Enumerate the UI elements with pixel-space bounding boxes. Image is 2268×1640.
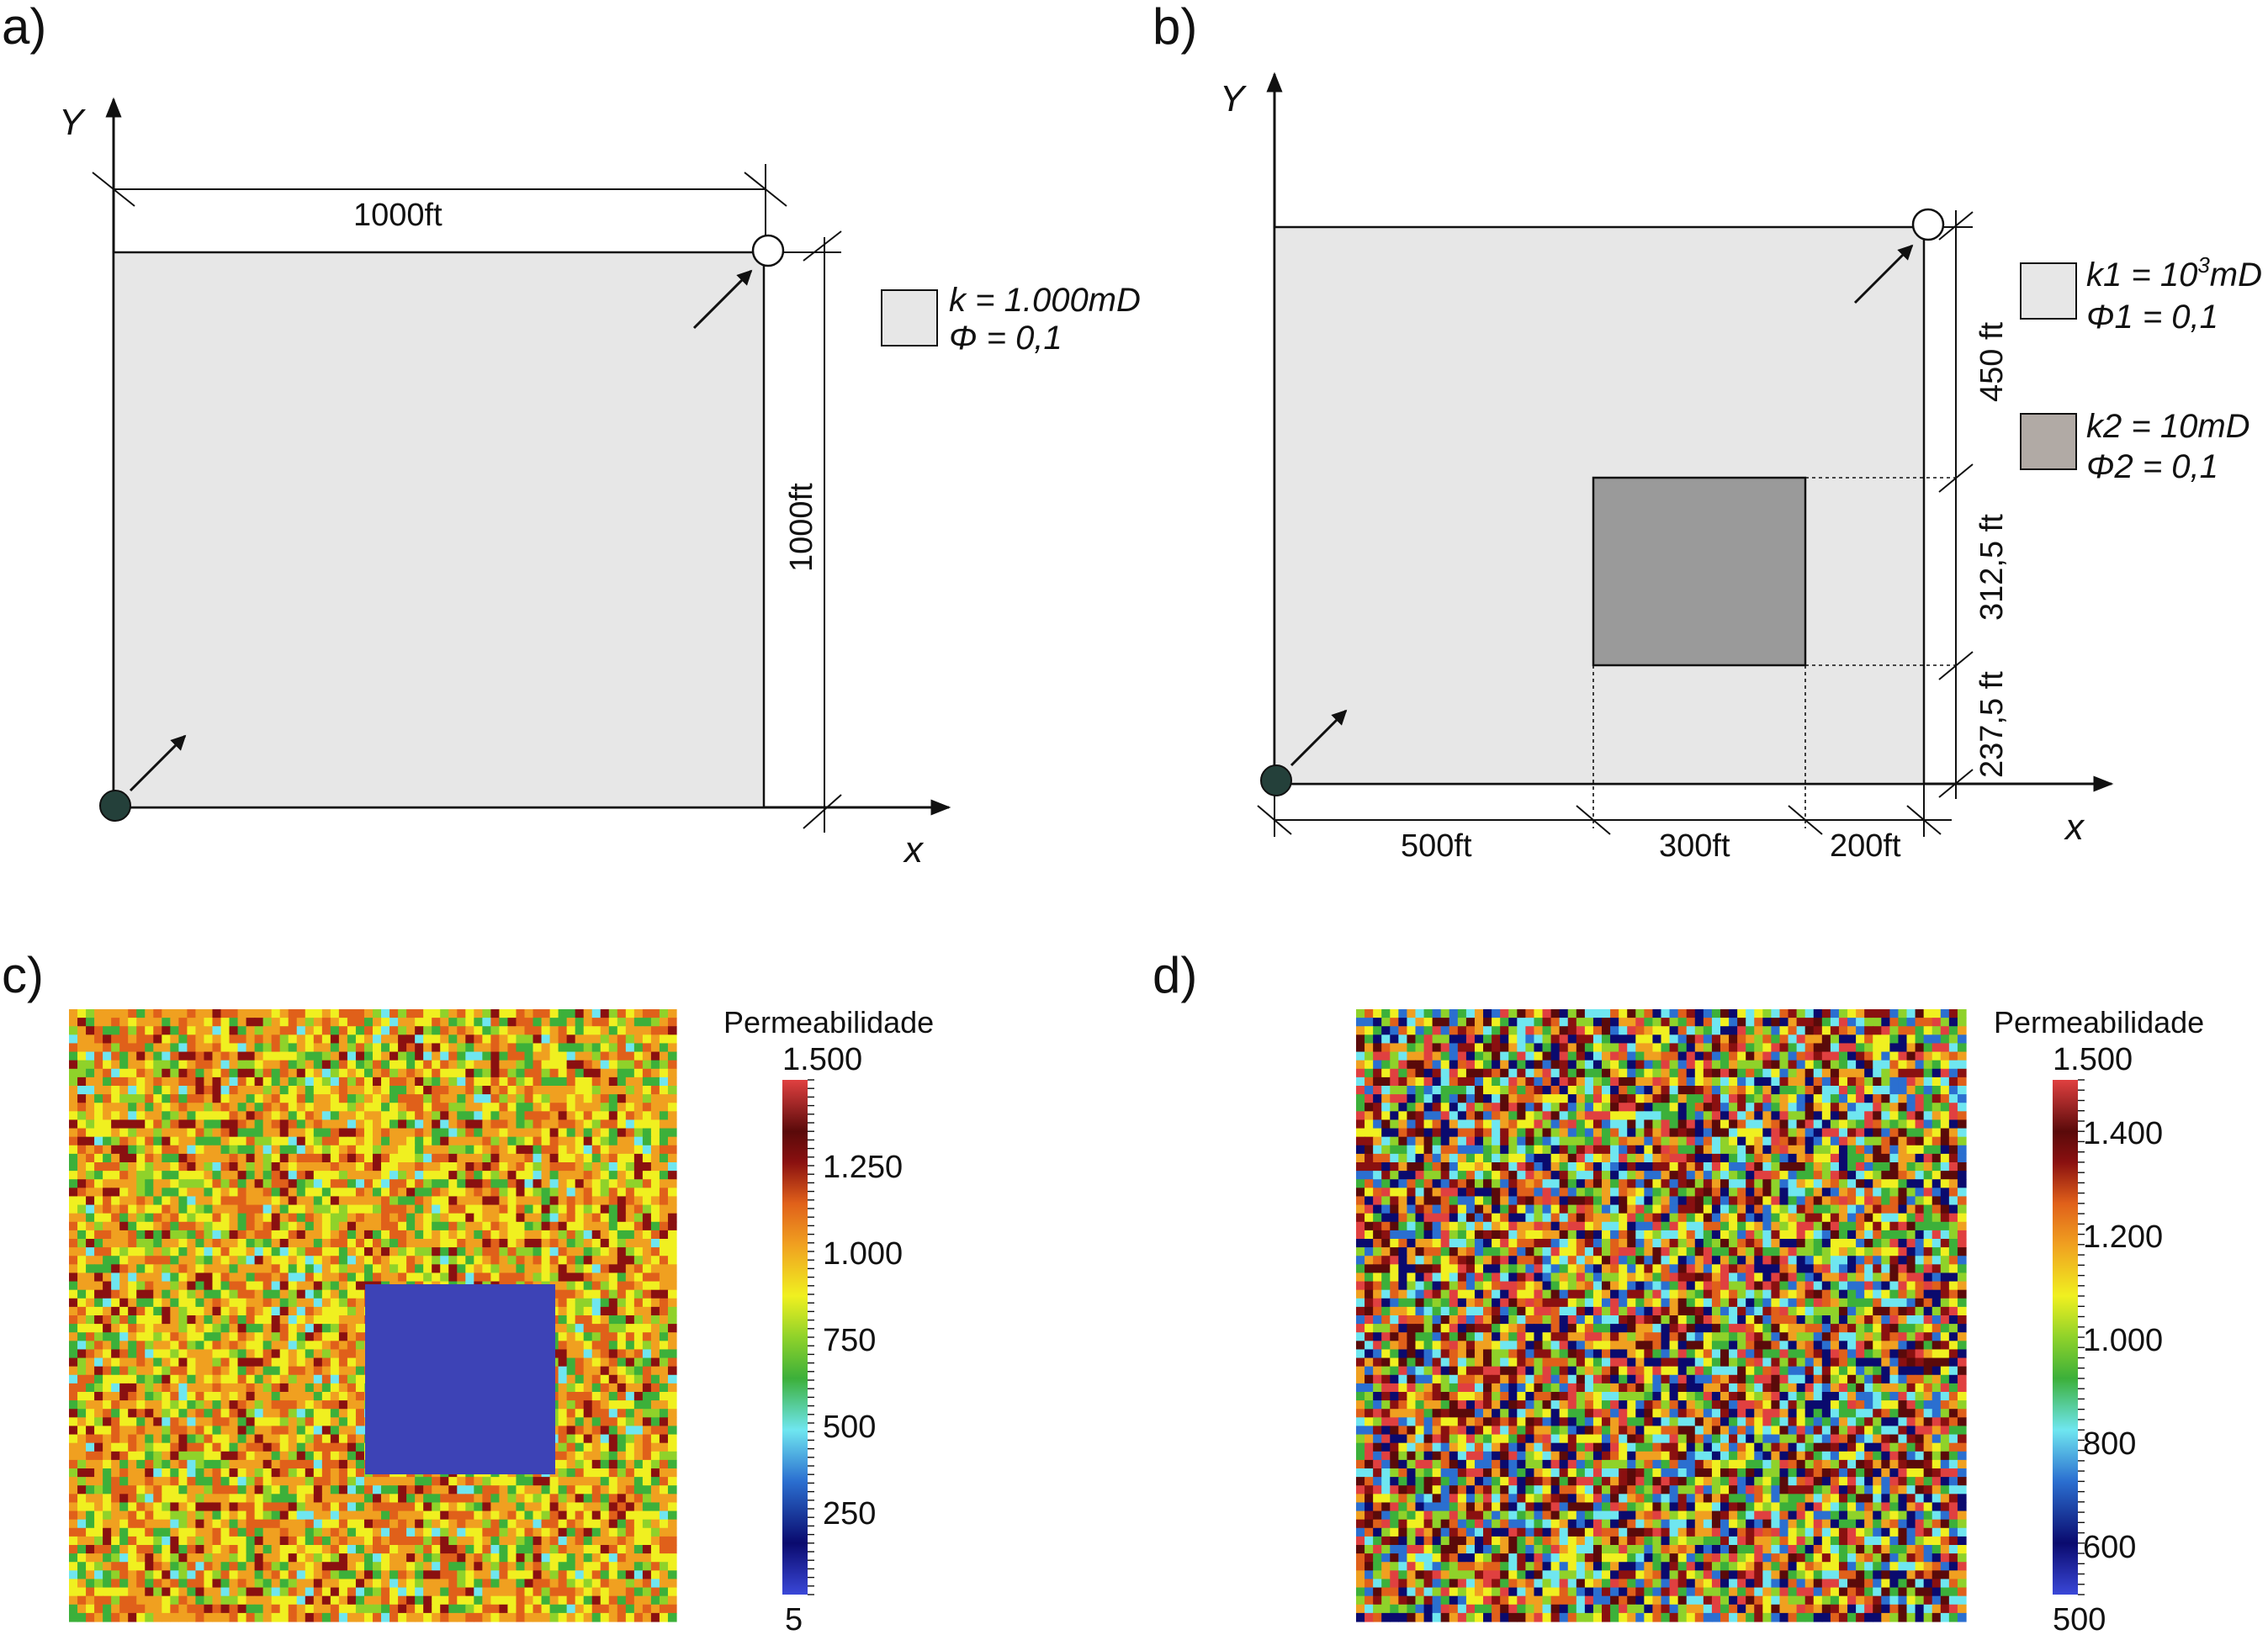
panel-b-dim-tick: [1938, 211, 1974, 241]
panel-b-legend-phi2: Φ2 = 0,1: [2086, 448, 2218, 485]
panel-d-label: d): [1153, 947, 1197, 1003]
panel-c-colorbar-tick: 1.250: [823, 1150, 903, 1185]
panel-b-y-axis-label: Y: [1220, 78, 1247, 119]
panel-b: b) Y x 500ft 300ft 200ft 450 ft 312,5 ft…: [1153, 0, 2262, 864]
panel-d-colorbar-tick: 1.000: [2083, 1323, 2163, 1358]
panel-b-dim-tick: [1938, 651, 1974, 680]
panel-b-dim-x-0: 500ft: [1401, 828, 1472, 864]
flow-arrow-icon: [129, 734, 187, 792]
panel-b-legend-k1: k1 = 103mD: [2086, 252, 2262, 294]
flow-arrow-icon: [692, 269, 753, 330]
panel-a-dim-tick: [803, 794, 842, 829]
panel-a-y-axis-label: Y: [59, 102, 86, 143]
panel-c: c) Permeabilidade 1.500 5 1.250 1.000 75…: [2, 947, 934, 1637]
panel-a-dim-tick: [803, 230, 842, 262]
panel-a-legend-swatch: [881, 289, 938, 347]
panel-d-colorbar-tick: 1.400: [2083, 1116, 2163, 1151]
panel-b-label: b): [1153, 0, 1197, 55]
panel-c-colorbar-tick: 750: [823, 1323, 876, 1358]
flow-arrow-icon: [1290, 709, 1348, 767]
panel-c-colorbar-ticks: [808, 1079, 814, 1595]
panel-d-colorbar-min: 500: [2053, 1602, 2106, 1637]
panel-a-x-axis-label: x: [903, 829, 925, 870]
panel-b-x-axis-label: x: [2064, 807, 2085, 848]
panel-b-inclusion: [1592, 476, 1807, 667]
panel-b-legend-phi1: Φ1 = 0,1: [2086, 299, 2218, 336]
injector-well-icon: [1260, 764, 1292, 796]
panel-d-colorbar-ticks: [2078, 1079, 2085, 1595]
panel-d-colorbar-title: Permeabilidade: [1994, 1005, 2204, 1040]
panel-b-legend-swatch-1: [2020, 262, 2077, 320]
panel-c-colorbar: [782, 1080, 808, 1595]
panel-a-domain: [112, 251, 766, 809]
panel-b-dim-x-2: 200ft: [1830, 828, 1901, 864]
panel-a-width-dim: 1000ft: [353, 198, 442, 233]
panel-b-dim-tick: [1788, 805, 1823, 835]
panel-c-label: c): [2, 947, 44, 1003]
panel-b-dim-y-2: 237,5 ft: [1974, 671, 2010, 778]
panel-b-dim-x-1: 300ft: [1659, 828, 1730, 864]
producer-well-icon: [751, 234, 785, 267]
producer-well-icon: [1911, 208, 1945, 241]
panel-d-permeability-field: [1356, 1009, 1967, 1622]
panel-d: d) Permeabilidade 1.500 500 1.400 1.200 …: [1153, 947, 2204, 1637]
panel-a-dim-tick: [92, 172, 135, 207]
panel-c-colorbar-tick: 250: [823, 1496, 876, 1532]
panel-b-dim-tick: [1576, 805, 1611, 835]
panel-d-colorbar-tick: 600: [2083, 1530, 2136, 1565]
panel-c-colorbar-tick: 1.000: [823, 1236, 903, 1272]
panel-d-colorbar: [2053, 1080, 2078, 1595]
injector-well-icon: [99, 790, 131, 822]
panel-a-legend-phi: Φ = 0,1: [949, 320, 1062, 357]
panel-b-dim-y-0: 450 ft: [1974, 321, 2010, 402]
panel-a-legend-k: k = 1.000mD: [949, 282, 1141, 319]
panel-d-colorbar-tick: 1.200: [2083, 1219, 2163, 1255]
panel-b-dim-y-1: 312,5 ft: [1974, 514, 2010, 621]
panel-d-colorbar-max: 1.500: [2053, 1042, 2133, 1077]
panel-c-colorbar-title: Permeabilidade: [723, 1005, 934, 1040]
panel-c-colorbar-tick: 500: [823, 1410, 876, 1445]
panel-c-colorbar-min: 5: [785, 1602, 803, 1637]
panel-a: a) Y x 1000ft 1000ft k = 1.000mD Φ = 0,1: [2, 0, 1141, 870]
panel-c-colorbar-max: 1.500: [782, 1042, 862, 1077]
panel-b-legend-swatch-2: [2020, 413, 2077, 470]
flow-arrow-icon: [1853, 244, 1914, 304]
panel-b-legend-k2: k2 = 10mD: [2086, 408, 2250, 445]
panel-b-dim-tick: [1938, 463, 1974, 493]
panel-c-inclusion: [365, 1284, 555, 1474]
panel-a-height-dim: 1000ft: [784, 483, 819, 572]
panel-a-label: a): [2, 0, 46, 55]
panel-d-colorbar-tick: 800: [2083, 1426, 2136, 1462]
